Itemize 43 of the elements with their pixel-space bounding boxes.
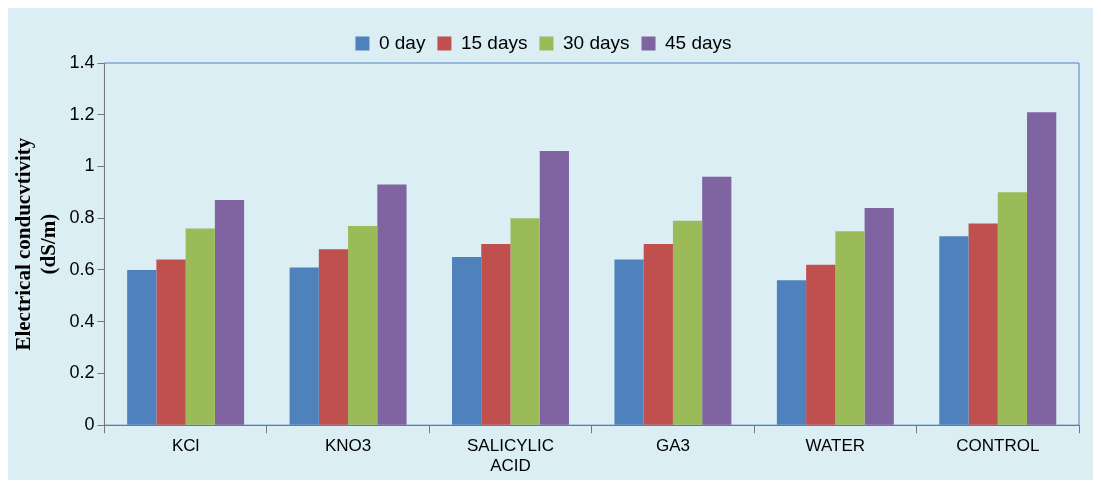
x-tick-label: GA3 <box>655 436 690 456</box>
bar <box>864 207 894 425</box>
legend-label: 45 days <box>665 31 732 53</box>
x-tick-label: SALICYLIC ACID <box>467 436 554 476</box>
x-tick-label: CONTROL <box>956 436 1040 456</box>
bar <box>939 236 969 425</box>
x-tick-label: KCl <box>171 436 200 456</box>
x-tick-label: WATER <box>805 436 866 456</box>
bar <box>539 150 569 425</box>
bar <box>289 267 319 425</box>
bar <box>318 249 349 425</box>
bar <box>452 257 482 425</box>
y-tick-label: 1 <box>84 155 95 176</box>
y-tick-label: 0 <box>84 414 95 435</box>
x-tick-label: KNO3 <box>324 436 372 456</box>
bar <box>776 280 807 425</box>
bar <box>377 184 407 425</box>
y-axis-title: Electrical conducvtivity (dS/m) <box>11 137 61 351</box>
bar <box>702 176 732 425</box>
y-tick-label: 0.8 <box>69 207 95 228</box>
bar <box>156 259 186 425</box>
bar <box>643 244 673 425</box>
bar <box>1027 112 1057 425</box>
bar <box>127 269 157 425</box>
legend-label: 0 day <box>378 31 426 53</box>
bar <box>835 231 865 425</box>
y-tick-label: 0.6 <box>69 258 95 279</box>
bar <box>806 264 836 425</box>
bar <box>214 200 245 425</box>
bar <box>997 192 1028 425</box>
bar <box>968 223 998 425</box>
legend-label: 30 days <box>562 31 630 53</box>
bar <box>672 220 703 425</box>
y-tick-label: 1.4 <box>69 51 95 72</box>
bar <box>510 218 540 425</box>
bar <box>185 228 215 425</box>
y-tick-label: 0.2 <box>69 362 95 383</box>
bar <box>481 244 511 425</box>
y-tick-label: 0.4 <box>69 310 95 331</box>
y-tick-label: 1.2 <box>69 103 95 124</box>
legend-label: 15 days <box>460 31 528 53</box>
bar <box>614 259 644 425</box>
bar <box>348 225 378 425</box>
